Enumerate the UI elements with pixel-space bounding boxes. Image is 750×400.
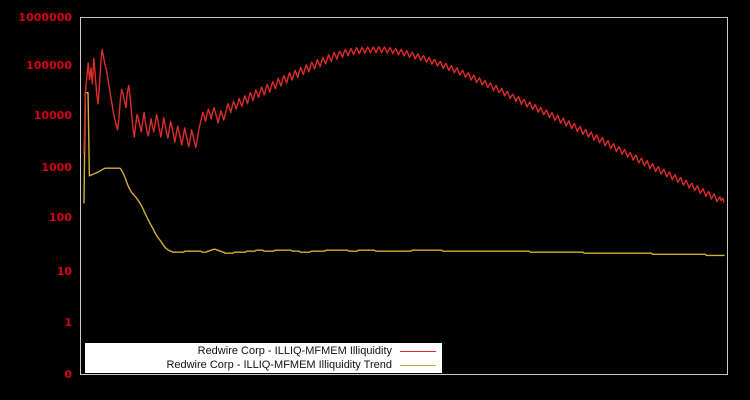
y-tick-label-100000: 100000 bbox=[26, 59, 72, 72]
legend-swatch-illiquidity-trend bbox=[400, 364, 436, 366]
y-tick-label-10000: 10000 bbox=[33, 109, 72, 122]
legend-entry-illiquidity-trend: Redwire Corp - ILLIQ-MFMEM Illiquidity T… bbox=[85, 358, 442, 372]
y-tick-label-1000: 1000 bbox=[41, 161, 72, 174]
y-tick-label-1: 1 bbox=[64, 316, 72, 329]
legend-label-illiquidity-trend: Redwire Corp - ILLIQ-MFMEM Illiquidity T… bbox=[166, 359, 392, 371]
series-line-illiquidity bbox=[83, 46, 725, 203]
legend-swatch-illiquidity bbox=[400, 350, 436, 352]
legend-entry-illiquidity: Redwire Corp - ILLIQ-MFMEM Illiquidity bbox=[85, 344, 442, 358]
series-line-illiquidity-trend bbox=[83, 92, 725, 257]
plot-svg bbox=[83, 46, 725, 257]
y-tick-label-100: 100 bbox=[49, 211, 72, 224]
y-tick-label-10: 10 bbox=[56, 265, 72, 278]
legend-label-illiquidity: Redwire Corp - ILLIQ-MFMEM Illiquidity bbox=[197, 345, 392, 357]
y-axis: 1000000 100000 10000 1000 100 10 1 0 bbox=[0, 0, 80, 400]
y-tick-label-0: 0 bbox=[64, 368, 72, 381]
plot-area bbox=[80, 17, 728, 375]
y-tick-label-1000000: 1000000 bbox=[18, 11, 72, 24]
legend: Redwire Corp - ILLIQ-MFMEM Illiquidity R… bbox=[85, 343, 442, 373]
